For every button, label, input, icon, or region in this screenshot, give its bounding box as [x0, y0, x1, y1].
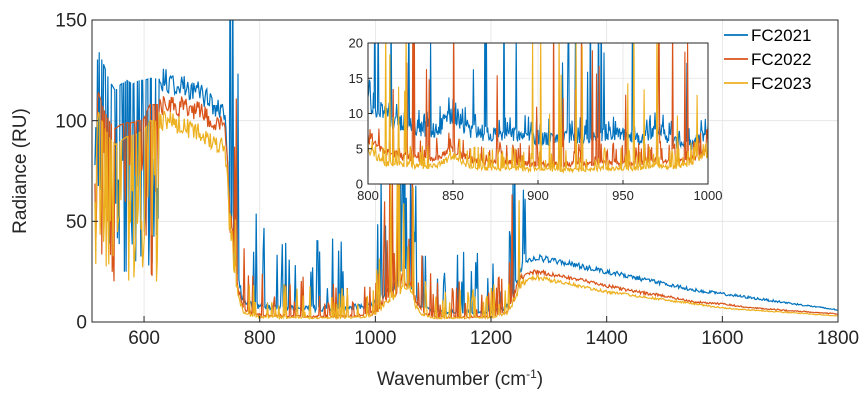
main-x-tick-label: 1800 — [817, 328, 859, 349]
main-y-tick-labels: 0 50 100 150 — [55, 11, 98, 334]
inset-x-tick-labels: 800 850 900 950 1000 — [357, 180, 722, 203]
inset-y-tick-label: 15 — [349, 71, 363, 86]
legend-label-fc2022: FC2022 — [751, 50, 811, 69]
main-x-tick-labels: 600 800 1000 1200 1400 1600 1800 — [128, 316, 859, 349]
main-y-tick-label: 100 — [55, 111, 87, 132]
main-x-tick-label: 1200 — [470, 328, 512, 349]
inset-x-tick-label: 800 — [357, 188, 379, 203]
legend: FC2021 FC2022 FC2023 — [724, 26, 811, 93]
inset-series-group — [368, 43, 708, 175]
main-y-tick-label: 150 — [55, 11, 87, 32]
inset-series-line-fc2022 — [368, 43, 708, 170]
series-line-fc2022 — [94, 92, 838, 321]
inset-y-tick-labels: 0 5 10 15 20 — [349, 36, 372, 192]
main-series-group — [94, 20, 838, 321]
x-axis-label-superscript: -1 — [526, 367, 537, 381]
inset-x-tick-label: 900 — [527, 188, 549, 203]
inset-series-line-fc2023 — [368, 43, 708, 175]
main-y-tick-label: 50 — [66, 212, 87, 233]
inset-x-tick-label: 1000 — [694, 188, 723, 203]
x-axis-label-main: Wavenumber (cm — [377, 369, 526, 390]
main-x-tick-label: 600 — [128, 328, 160, 349]
y-axis-label: Radiance (RU) — [10, 108, 31, 234]
x-axis-label: Wavenumber (cm-1) — [377, 367, 543, 390]
inset-plot-axes: 800 850 900 950 1000 0 5 10 15 20 — [349, 36, 723, 203]
main-y-tick-label: 0 — [76, 313, 87, 334]
inset-y-tick-label: 5 — [356, 141, 363, 156]
legend-label-fc2023: FC2023 — [751, 74, 811, 93]
main-x-tick-label: 1600 — [701, 328, 743, 349]
inset-x-tick-label: 850 — [442, 188, 464, 203]
main-x-tick-label: 1400 — [586, 328, 628, 349]
inset-y-tick-label: 20 — [349, 36, 363, 51]
main-plot-frame — [91, 19, 839, 323]
legend-label-fc2021: FC2021 — [751, 26, 811, 45]
inset-y-tick-label: 10 — [349, 106, 363, 121]
inset-y-tick-label: 0 — [356, 177, 363, 192]
main-x-tick-label: 800 — [244, 328, 276, 349]
x-axis-label-suffix: ) — [537, 369, 543, 390]
inset-series-line-fc2021 — [368, 43, 708, 152]
inset-x-tick-label: 950 — [612, 188, 634, 203]
main-x-tick-label: 1000 — [354, 328, 396, 349]
series-line-fc2023 — [94, 110, 838, 321]
